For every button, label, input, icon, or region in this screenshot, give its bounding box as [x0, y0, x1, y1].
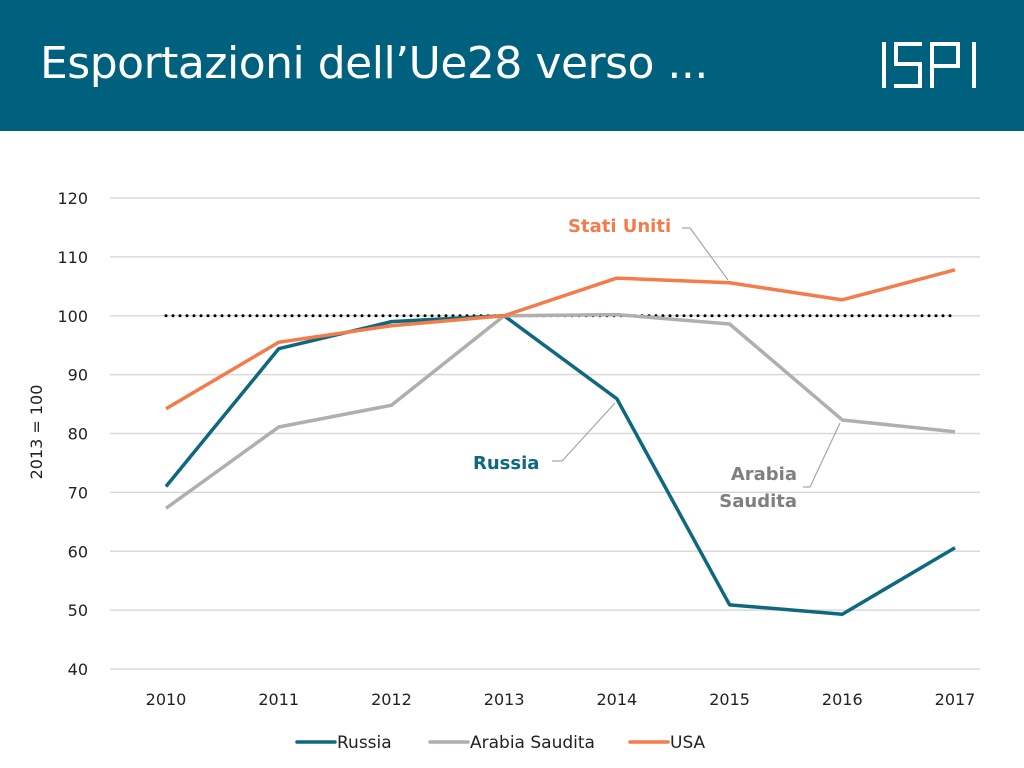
y-tick-label: 100 — [57, 307, 88, 326]
annotation-arabia-saudita: Arabia — [731, 464, 797, 485]
x-tick-label: 2016 — [822, 690, 863, 709]
y-tick-label: 120 — [57, 189, 88, 208]
header-bar: Esportazioni dell’Ue28 verso ... — [0, 0, 1024, 131]
line-chart: 40 50 60 70 80 90 100 110 120 2010 2011 2012 2013 20… — [27, 189, 980, 753]
legend: Russia Arabia Saudita USA — [295, 733, 706, 753]
y-tick-label: 60 — [68, 542, 88, 561]
series-line-russia — [164, 314, 956, 616]
series-line-usa — [165, 268, 956, 411]
y-tick-label: 80 — [68, 425, 88, 444]
x-tick-label: 2011 — [258, 690, 299, 709]
annotation-russia: Russia — [473, 453, 539, 474]
legend-label-saudi: Arabia Saudita — [470, 733, 595, 753]
x-tick-label: 2017 — [935, 690, 976, 709]
y-tick-label: 70 — [68, 483, 88, 502]
ispi-logo — [882, 42, 976, 88]
x-tick-label: 2013 — [484, 690, 525, 709]
y-axis-label: 2013 = 100 — [27, 385, 46, 480]
slide-title: Esportazioni dell’Ue28 verso ... — [40, 38, 708, 89]
legend-label-russia: Russia — [337, 733, 392, 753]
y-tick-label: 110 — [57, 248, 88, 267]
y-tick-label: 90 — [68, 366, 88, 385]
annotation-leader — [803, 422, 841, 488]
x-tick-label: 2014 — [596, 690, 637, 709]
y-tick-label: 50 — [68, 601, 88, 620]
annotation-leader — [682, 227, 729, 281]
x-tick-label: 2010 — [146, 690, 187, 709]
legend-label-usa: USA — [670, 733, 706, 753]
y-tick-label: 40 — [68, 660, 88, 679]
annotation-stati-uniti: Stati Uniti — [568, 216, 671, 237]
annotation-arabia-saudita-2: Saudita — [719, 491, 797, 512]
x-tick-label: 2015 — [709, 690, 750, 709]
annotation-leader — [552, 402, 616, 462]
series-line-saudi — [164, 312, 956, 510]
x-tick-label: 2012 — [371, 690, 412, 709]
